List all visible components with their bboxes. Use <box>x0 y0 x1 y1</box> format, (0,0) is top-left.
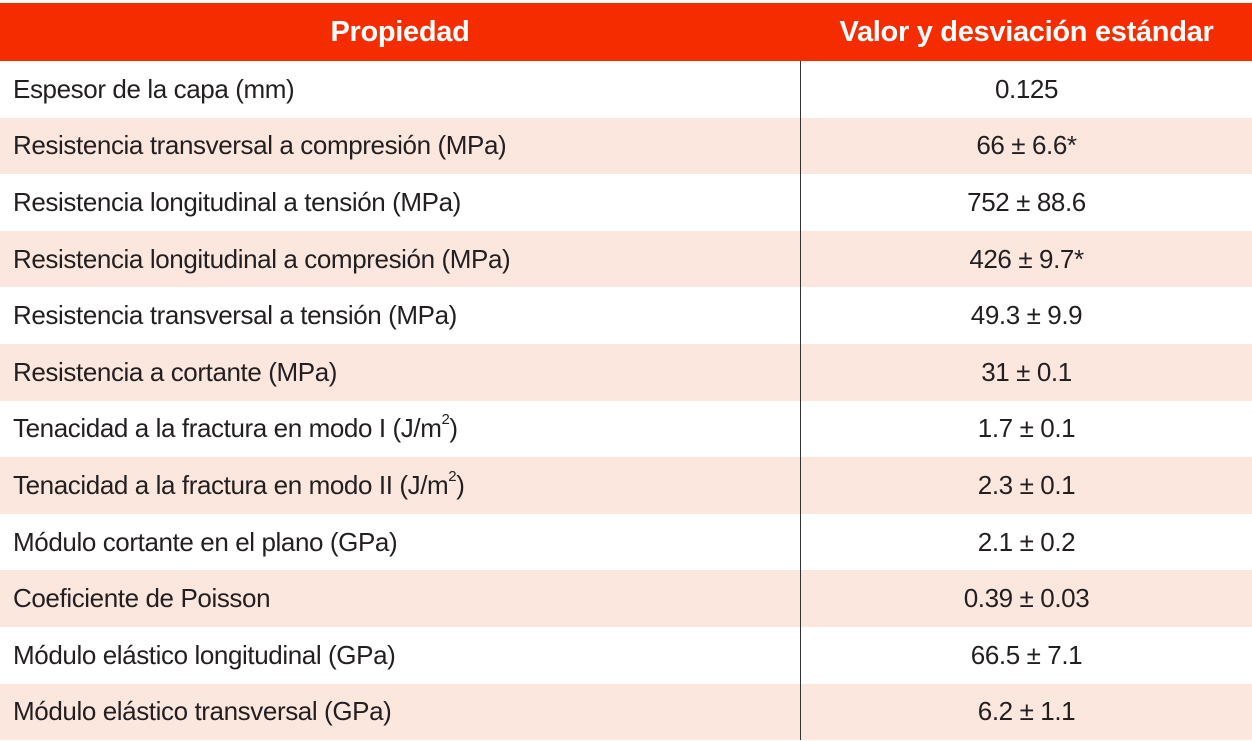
property-label: Resistencia longitudinal a compresión (M… <box>13 243 511 274</box>
table-row: Resistencia transversal a compresión (MP… <box>0 117 1252 175</box>
value-cell: 49.3 ± 9.9 <box>970 300 1083 331</box>
table-row: Módulo cortante en el plano (GPa) 2.1 ± 0… <box>0 513 1252 571</box>
property-cell: Resistencia transversal a tensión (MPa) <box>0 287 801 344</box>
value-cell: 426 ± 9.7* <box>800 230 1252 288</box>
table-row: Tenacidad a la fractura en modo I (J/m2)… <box>0 400 1252 458</box>
table-row: Tenacidad a la fractura en modo II (J/m2… <box>0 457 1252 514</box>
header-value: Valor y desviación estándar <box>800 3 1252 61</box>
table-row: Resistencia longitudinal a compresión (M… <box>0 230 1252 288</box>
property-cell: Resistencia transversal a compresión (MP… <box>0 117 801 175</box>
property-label: Módulo elástico transversal (GPa) <box>13 696 392 727</box>
property-cell: Resistencia a cortante (MPa) <box>0 343 801 401</box>
property-cell: Espesor de la capa (mm) <box>0 61 801 118</box>
table-row: Resistencia a cortante (MPa) 31 ± 0.1 <box>0 343 1252 401</box>
property-cell: Resistencia longitudinal a tensión (MPa) <box>0 174 801 231</box>
property-label: Módulo elástico longitudinal (GPa) <box>13 639 396 670</box>
property-label: Tenacidad a la fractura en modo I (J/m <box>13 413 442 444</box>
property-label: Resistencia longitudinal a tensión (MPa) <box>13 186 461 217</box>
property-cell: Coeficiente de Poisson <box>0 570 801 627</box>
table-row: Resistencia longitudinal a tensión (MPa)… <box>0 174 1252 231</box>
property-label: Coeficiente de Poisson <box>13 583 271 614</box>
value-cell: 66 ± 6.6* <box>800 117 1252 175</box>
property-cell: Resistencia longitudinal a compresión (M… <box>0 230 801 288</box>
property-cell: Módulo elástico transversal (GPa) <box>0 683 801 741</box>
value-cell: 752 ± 88.6 <box>967 186 1086 217</box>
value-cell: 31 ± 0.1 <box>800 343 1252 401</box>
property-label: Módulo cortante en el plano (GPa) <box>13 526 398 557</box>
value-cell: 0.39 ± 0.03 <box>800 570 1252 627</box>
property-label: Resistencia transversal a tensión (MPa) <box>13 300 457 331</box>
value-cell: 1.7 ± 0.1 <box>977 413 1076 444</box>
header-property: Propiedad <box>0 3 801 61</box>
table-row: Módulo elástico longitudinal (GPa) 66.5 ±… <box>0 626 1252 684</box>
property-cell: Módulo cortante en el plano (GPa) <box>0 513 801 571</box>
superscript: 2 <box>441 411 450 429</box>
table-row: Coeficiente de Poisson 0.39 ± 0.03 <box>0 570 1252 627</box>
table-row: Espesor de la capa (mm) 0.125 <box>0 61 1252 118</box>
property-suffix: ) <box>456 469 465 500</box>
property-label: Resistencia transversal a compresión (MP… <box>13 130 507 161</box>
superscript: 2 <box>448 467 457 485</box>
properties-table: Propiedad Valor y desviación estándar Es… <box>0 3 1252 741</box>
property-cell: Tenacidad a la fractura en modo I (J/m2) <box>0 400 801 458</box>
property-suffix: ) <box>449 413 458 444</box>
property-label: Tenacidad a la fractura en modo II (J/m <box>13 469 449 500</box>
property-cell: Tenacidad a la fractura en modo II (J/m2… <box>0 457 801 514</box>
table-row: Módulo elástico transversal (GPa) 6.2 ± 1… <box>0 683 1252 741</box>
value-cell: 0.125 <box>994 73 1059 104</box>
property-label: Espesor de la capa (mm) <box>13 73 295 104</box>
value-cell: 6.2 ± 1.1 <box>800 683 1252 741</box>
value-cell: 66.5 ± 7.1 <box>970 639 1083 670</box>
table-row: Resistencia transversal a tensión (MPa) 4… <box>0 287 1252 344</box>
header-row: Propiedad Valor y desviación estándar <box>0 3 1252 61</box>
value-cell: 2.3 ± 0.1 <box>800 457 1252 514</box>
value-cell: 2.1 ± 0.2 <box>977 526 1076 557</box>
property-cell: Módulo elástico longitudinal (GPa) <box>0 626 801 684</box>
property-label: Resistencia a cortante (MPa) <box>13 356 338 387</box>
